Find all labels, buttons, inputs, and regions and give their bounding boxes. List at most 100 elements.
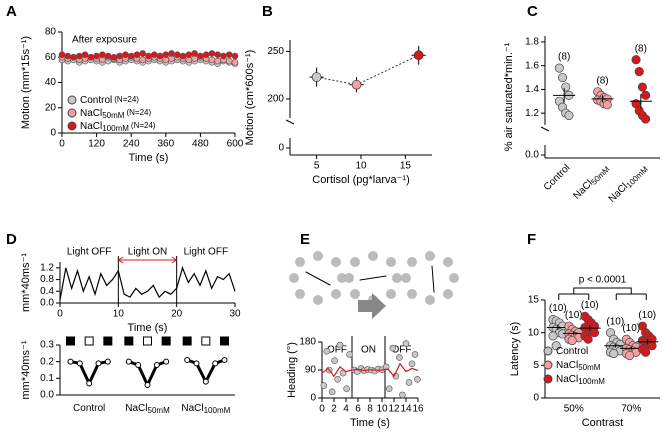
y-tick-label: 200 [267, 94, 284, 105]
y-axis-label: Motion (mm*15s⁻¹) [20, 36, 32, 129]
data-point [104, 52, 112, 60]
data-point [414, 376, 421, 383]
subscript: 100mM [204, 406, 231, 415]
y-tick-label: 0.2 [40, 356, 54, 367]
x-tick-label: 6 [355, 404, 361, 415]
profile-point [125, 358, 132, 365]
x-tick-label: 15 [400, 161, 412, 172]
x-tick-label: 0 [319, 404, 325, 415]
annotation: p < 0.0001 [579, 275, 627, 286]
data-point [634, 67, 644, 77]
y-tick-label: 60 [45, 52, 57, 63]
y-tick-label: 0.3 [40, 340, 54, 351]
panel-label: A [6, 3, 17, 20]
data-point [567, 335, 577, 346]
profile-point [67, 358, 74, 365]
data-point [558, 72, 568, 83]
series-line [316, 54, 419, 86]
y-axis-label: mm*40ms⁻¹ [20, 253, 32, 312]
light-square [124, 336, 134, 346]
fish-arena [289, 251, 347, 305]
x-tick-label: 0 [57, 309, 63, 320]
data-point [214, 57, 221, 65]
y-tick-label: 1.2 [40, 262, 54, 273]
y-tick-label: 1.8 [525, 37, 539, 48]
light-square [161, 336, 171, 346]
subscript: 100mM [625, 164, 650, 189]
data-point [168, 50, 175, 57]
y-tick-label: 0 [533, 393, 539, 404]
series-line [59, 265, 236, 301]
data-point [396, 354, 403, 361]
y-tick-label: 180 [299, 337, 316, 348]
label: NaCl100mM [556, 374, 605, 386]
data-point [346, 351, 353, 358]
profile-point [221, 357, 228, 363]
light-square [66, 336, 75, 346]
y-tick-label: 0.1 [40, 373, 54, 384]
x-tick-label: 4 [343, 404, 349, 415]
data-point [399, 391, 406, 399]
annotation: OFF [392, 345, 412, 356]
arrow-icon [358, 293, 386, 319]
label-part: (N=24) [114, 95, 139, 104]
fish-arena [401, 251, 459, 305]
label-part: Control [80, 95, 112, 106]
fish-icons [289, 251, 459, 319]
legend-marker [67, 95, 77, 105]
x-tick-label: 360 [157, 139, 174, 150]
x-axis-label: Contrast [582, 417, 624, 429]
n-label: (10) [638, 310, 656, 321]
label: NaCl50mM [556, 360, 601, 372]
x-tick-label: 70% [621, 404, 641, 415]
x-tick-label: 0 [59, 139, 65, 150]
y-axis-label: % air saturated*min.⁻¹ [503, 42, 515, 151]
profile-point [76, 360, 83, 367]
y-tick-label: 15 [528, 295, 540, 306]
data-point [408, 360, 416, 368]
data-point [139, 50, 147, 57]
x-tick-label: 120 [88, 139, 105, 150]
data-point [231, 58, 239, 66]
span-arrow [117, 256, 178, 264]
data-point [76, 52, 83, 60]
data-point [339, 369, 347, 377]
y-tick-label: 250 [267, 46, 284, 57]
label-part: NaCl [556, 360, 578, 371]
profile-line [186, 358, 226, 385]
profile-point [135, 362, 142, 368]
data-point [331, 357, 338, 364]
label-part: Control [556, 346, 588, 357]
y-tick-label: 0.4 [40, 286, 54, 297]
data-point [336, 341, 344, 349]
data-point [602, 100, 612, 110]
y-tick-label: 0.0 [40, 390, 54, 401]
data-point [185, 51, 193, 59]
n-label: (8) [558, 52, 570, 63]
y-tick-label: 10 [528, 327, 540, 338]
x-tick-label: 16 [412, 404, 424, 415]
label-part: (N=24) [131, 121, 156, 130]
profile-point [212, 360, 219, 367]
profile-point [193, 360, 200, 367]
profile-point [202, 378, 209, 385]
annotation: Light OFF [184, 247, 228, 258]
light-square [182, 336, 192, 346]
data-point [225, 57, 233, 65]
data-point [231, 52, 239, 60]
label-part: NaCl [181, 403, 203, 414]
data-point [197, 52, 204, 60]
subscript: 50mM [578, 363, 601, 372]
data-point [58, 51, 66, 59]
data-point [641, 90, 651, 100]
panel-label: D [6, 231, 17, 248]
axis-break-mark [285, 119, 295, 125]
data-point [548, 331, 558, 341]
profile-point [104, 358, 111, 365]
x-axis-label: Cortisol (pg*larva⁻¹) [312, 174, 410, 186]
y-tick-label: 1.6 [525, 60, 539, 71]
label: NaCl50mM [125, 403, 170, 415]
data-point [133, 51, 141, 59]
label-part: NaCl [556, 374, 578, 385]
data-point [81, 51, 89, 59]
